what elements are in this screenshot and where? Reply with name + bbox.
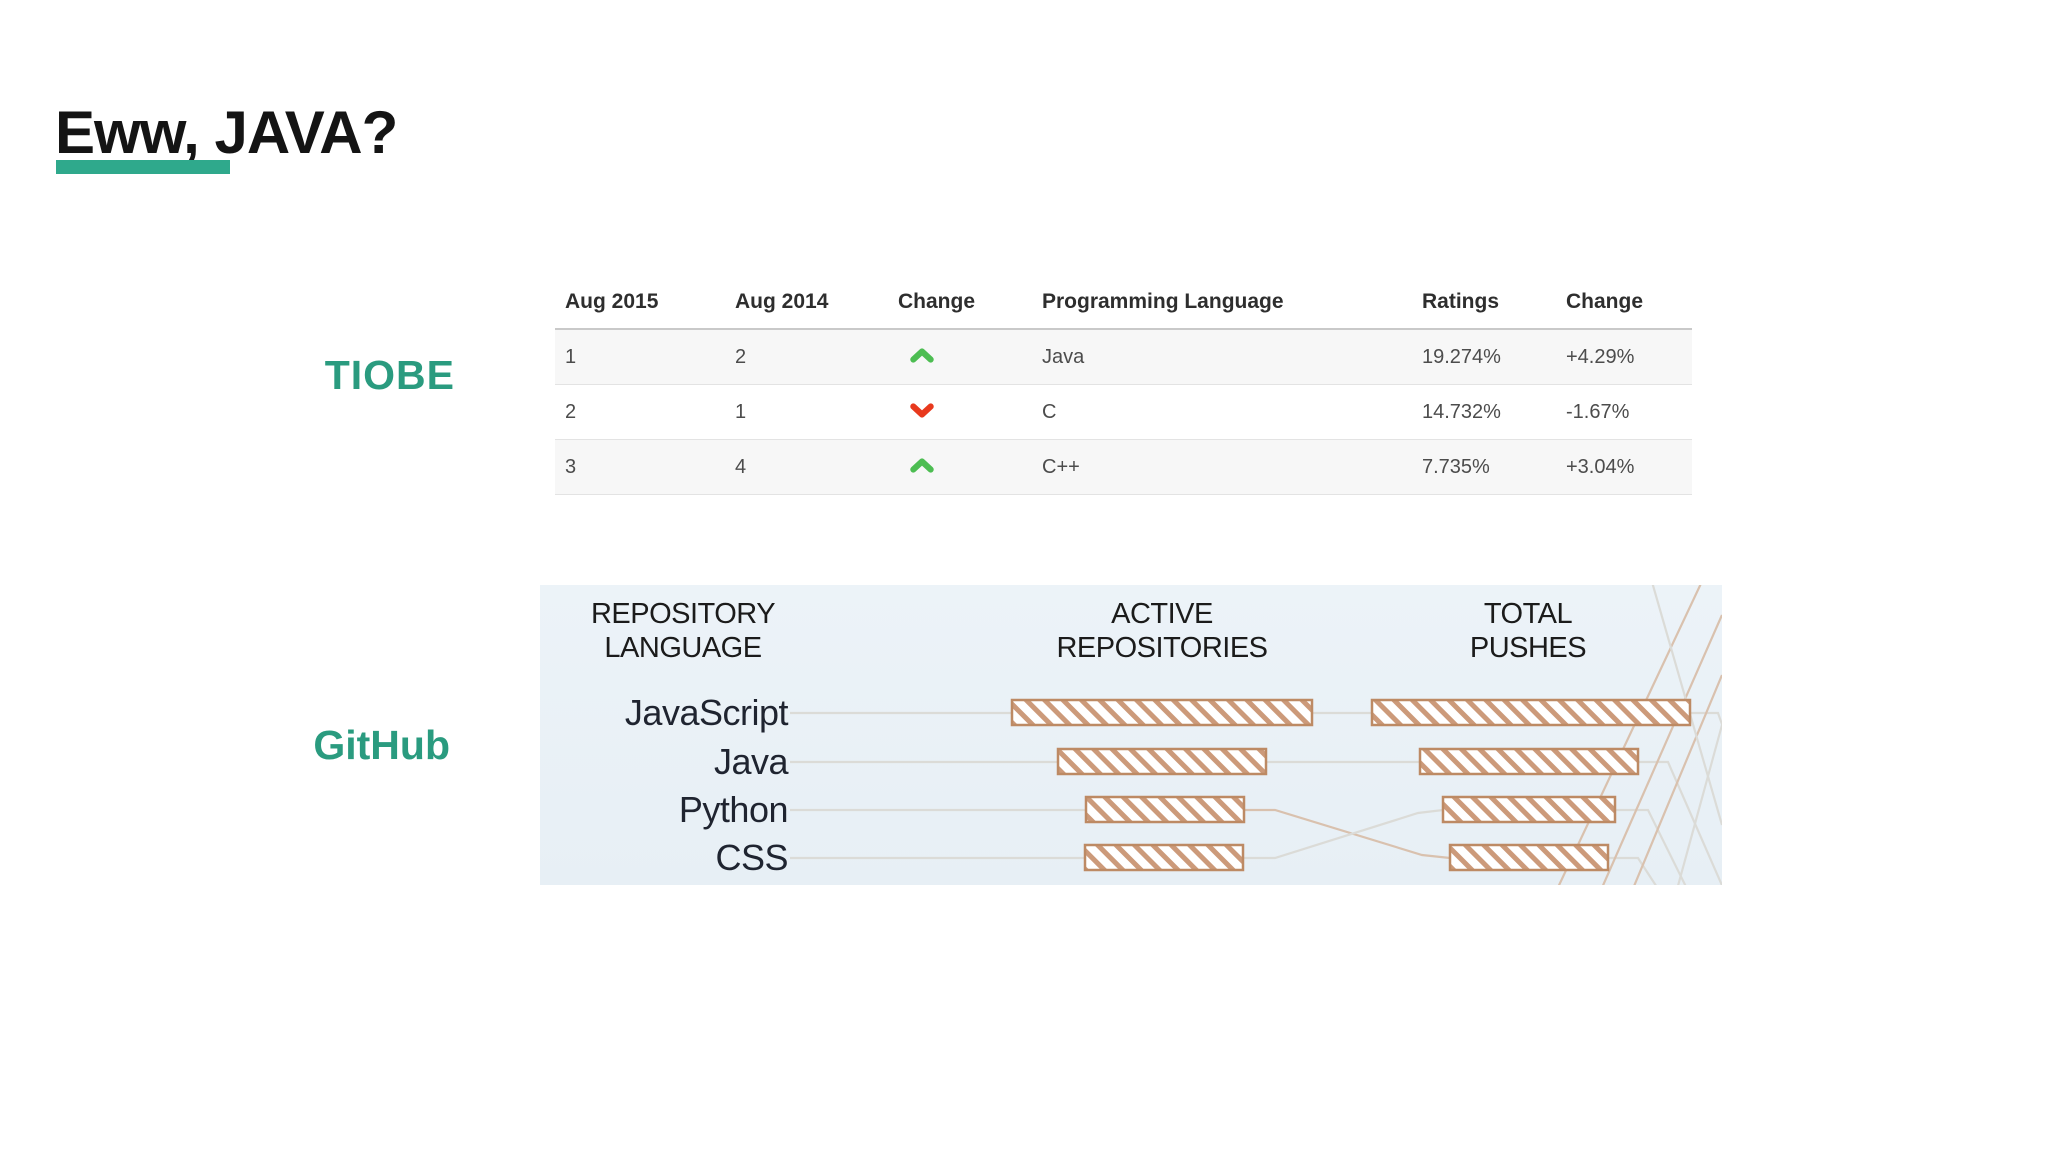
tiobe-section-label: TIOBE bbox=[324, 352, 455, 398]
table-row: 1 2 Java 19.274% +4.29% bbox=[555, 329, 1692, 385]
up-arrow-icon bbox=[910, 457, 934, 473]
col-header-change-pct: Change bbox=[1556, 282, 1692, 330]
ratings-cell: 14.732% bbox=[1412, 384, 1556, 440]
header-line: REPOSITORY bbox=[590, 598, 776, 630]
change-cell bbox=[888, 329, 1032, 385]
change-cell bbox=[888, 384, 1032, 440]
rank-2014-cell: 2 bbox=[725, 329, 888, 385]
table-row: 3 4 C++ 7.735% +3.04% bbox=[555, 439, 1692, 495]
rank-2014-cell: 4 bbox=[725, 439, 888, 495]
header-line: REPOSITORIES bbox=[1056, 632, 1268, 665]
row-label-css: CSS bbox=[715, 837, 788, 878]
table-row: 2 1 C 14.732% -1.67% bbox=[555, 384, 1692, 440]
rank-2015-cell: 3 bbox=[555, 439, 725, 495]
title-accent-underline bbox=[56, 160, 230, 174]
change-pct-cell: +3.04% bbox=[1556, 439, 1692, 495]
col-header-aug-2015: Aug 2015 bbox=[555, 282, 725, 330]
row-label-python: Python bbox=[678, 789, 789, 830]
col-header-aug-2014: Aug 2014 bbox=[725, 282, 888, 330]
up-arrow-icon bbox=[910, 347, 934, 363]
github-language-chart: REPOSITORY LANGUAGE ACTIVE REPOSITORIES … bbox=[540, 585, 1722, 885]
ratings-cell: 7.735% bbox=[1412, 439, 1556, 495]
row-label-javascript: JavaScript bbox=[624, 692, 789, 733]
column-header-total-pushes: TOTAL PUSHES bbox=[1398, 597, 1658, 665]
row-label-java: Java bbox=[713, 741, 789, 782]
header-line: PUSHES bbox=[1469, 632, 1587, 665]
page-title: Eww, JAVA? bbox=[55, 99, 398, 167]
rank-2015-cell: 1 bbox=[555, 329, 725, 385]
table-header-row: Aug 2015 Aug 2014 Change Programming Lan… bbox=[555, 282, 1692, 330]
language-cell: Java bbox=[1032, 329, 1412, 385]
header-line: TOTAL bbox=[1483, 598, 1573, 630]
column-header-active-repositories: ACTIVE REPOSITORIES bbox=[1032, 597, 1292, 665]
github-section-label: GitHub bbox=[313, 722, 450, 768]
header-line: LANGUAGE bbox=[604, 632, 762, 665]
change-pct-cell: -1.67% bbox=[1556, 384, 1692, 440]
language-cell: C++ bbox=[1032, 439, 1412, 495]
col-header-ratings: Ratings bbox=[1412, 282, 1556, 330]
column-header-repository-language: REPOSITORY LANGUAGE bbox=[553, 597, 813, 665]
rank-2015-cell: 2 bbox=[555, 384, 725, 440]
change-pct-cell: +4.29% bbox=[1556, 329, 1692, 385]
ratings-cell: 19.274% bbox=[1412, 329, 1556, 385]
col-header-language: Programming Language bbox=[1032, 282, 1412, 330]
down-arrow-icon bbox=[910, 402, 934, 418]
header-line: ACTIVE bbox=[1111, 598, 1213, 630]
github-chart-canvas bbox=[790, 585, 1722, 885]
tiobe-ranking-table: Aug 2015 Aug 2014 Change Programming Lan… bbox=[555, 282, 1692, 495]
change-cell bbox=[888, 439, 1032, 495]
language-cell: C bbox=[1032, 384, 1412, 440]
rank-2014-cell: 1 bbox=[725, 384, 888, 440]
col-header-change-rank: Change bbox=[888, 282, 1032, 330]
